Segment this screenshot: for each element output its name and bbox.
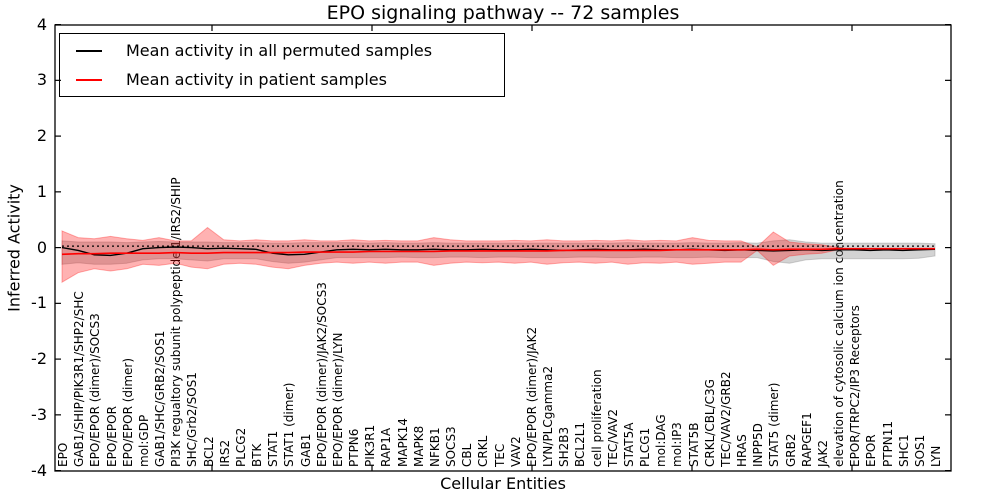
y-tick-label: -1 [31, 293, 47, 313]
x-category-label: CRKL [476, 435, 491, 467]
x-category-label: EPO/EPOR [104, 406, 119, 467]
x-category-label: EPO/EPOR (dimer) [120, 357, 135, 467]
x-category-label: cell proliferation [589, 369, 604, 467]
legend: Mean activity in all permuted samples Me… [59, 33, 505, 97]
x-category-label: BCL2 [201, 436, 216, 467]
legend-label-patient: Mean activity in patient samples [126, 70, 387, 89]
x-category-label: JAK2 [815, 439, 830, 467]
legend-line-sample-permuted [76, 49, 102, 52]
x-category-label: EPO [56, 442, 70, 467]
x-category-label: SOCS3 [444, 426, 458, 467]
x-category-label: TEC/VAV2 [605, 408, 620, 467]
x-category-label: EPO/EPOR (dimer)/JAK2 [524, 326, 539, 467]
permuted-band [61, 239, 936, 265]
x-category-label: PLCG2 [233, 427, 248, 467]
x-category-label: STAT1 (dimer) [282, 382, 297, 467]
x-category-label: NFKB1 [427, 427, 442, 467]
x-category-label: GAB1/SHC/GRB2/SOS1 [153, 330, 167, 467]
x-category-label: GAB1 [298, 433, 313, 467]
y-tick-label: -4 [31, 460, 47, 480]
x-category-label: VAV2 [508, 436, 523, 467]
x-category-label: IRS2 [217, 439, 232, 467]
x-category-label: CRKL/CBL/C3G [702, 379, 717, 467]
x-category-label: STAT5B [686, 422, 701, 468]
x-category-label: PLCG1 [638, 427, 652, 467]
x-category-label: SHC/Grb2/SOS1 [185, 372, 200, 467]
x-category-label: HRAS [735, 434, 749, 467]
x-category-label: EPOR [864, 434, 879, 467]
x-category-label: STAT1 [266, 430, 281, 467]
x-category-label: MAPK8 [411, 425, 426, 467]
x-category-label: INPP5D [751, 423, 766, 467]
x-category-label: EPO/EPOR (dimer)/SOCS3 [88, 313, 103, 467]
patient-mean-line [61, 247, 935, 256]
x-category-label: SOS1 [912, 434, 927, 467]
legend-entry-permuted: Mean activity in all permuted samples [60, 38, 504, 63]
x-category-label: STAT5A [621, 422, 636, 467]
x-category-label: mol:GDP [136, 414, 151, 467]
x-category-label: LYN [929, 445, 943, 467]
x-category-label: GAB1/SHIP/PIK3R1/SHP2/SHC [72, 291, 87, 467]
x-category-label: elevation of cytosolic calcium ion conce… [832, 180, 846, 467]
y-tick-label: 2 [36, 126, 47, 146]
x-category-label: EPOR/TRPC2/IP3 Receptors [848, 305, 863, 467]
permuted-mean-line [61, 246, 936, 257]
y-tick-label: 0 [36, 237, 47, 257]
chart-title: EPO signaling pathway -- 72 samples [326, 2, 680, 24]
legend-label-permuted: Mean activity in all permuted samples [126, 41, 433, 60]
x-category-label: SHC1 [896, 434, 911, 467]
x-category-label: PTPN6 [347, 428, 361, 467]
x-category-label: LYN/PLCgamma2 [541, 365, 555, 467]
x-category-label: TEC [492, 443, 507, 467]
x-category-label: GRB2 [783, 433, 798, 467]
x-category-label: PIK3R1 [363, 424, 378, 467]
y-tick-label: -3 [31, 404, 47, 424]
x-category-label: PTPN11 [880, 420, 895, 467]
x-category-label: BTK [250, 443, 264, 467]
x-category-label: STAT5 (dimer) [767, 382, 782, 467]
x-category-label: mol:DAG [654, 414, 669, 467]
x-category-label: PI3K regualtory subunit polypeptide 1/IR… [169, 177, 184, 467]
legend-entry-patient: Mean activity in patient samples [60, 67, 504, 92]
y-tick-label: 3 [36, 70, 47, 90]
x-category-label: CBL [460, 443, 475, 467]
x-category-label: MAPK14 [395, 418, 410, 467]
x-category-label: mol:IP3 [670, 422, 685, 467]
x-category-label: EPO/EPOR (dimer)/JAK2/SOCS3 [314, 282, 329, 467]
x-category-label: TEC/VAV2/GRB2 [718, 371, 733, 467]
x-category-label: EPO/EPOR (dimer)/LYN [330, 332, 345, 467]
y-tick-label: 4 [36, 14, 47, 34]
x-category-label: SH2B3 [557, 426, 572, 467]
x-axis-label: Cellular Entities [440, 474, 566, 493]
x-category-label: BCL2L1 [573, 421, 588, 467]
legend-line-sample-patient [76, 78, 102, 81]
x-category-label: RAP1A [379, 427, 394, 467]
y-tick-label: -2 [31, 349, 47, 369]
x-category-label: RAPGEF1 [799, 412, 814, 467]
y-tick-label: 1 [36, 181, 47, 201]
